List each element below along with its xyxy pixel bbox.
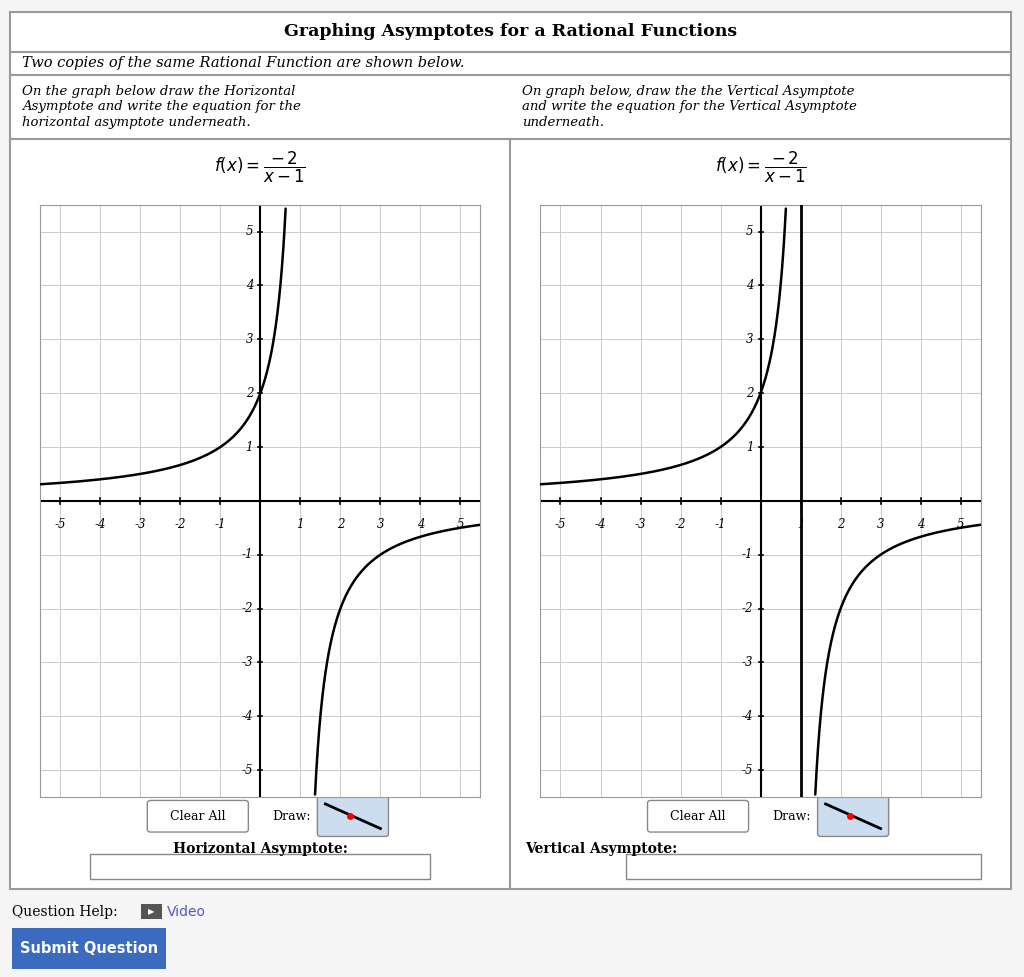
Bar (90, 854, 430, 878)
Text: -1: -1 (741, 548, 754, 561)
Text: 2: 2 (337, 518, 344, 531)
Text: 5: 5 (457, 518, 464, 531)
Text: -4: -4 (741, 709, 754, 723)
FancyBboxPatch shape (147, 800, 249, 832)
Text: 4: 4 (417, 518, 424, 531)
FancyBboxPatch shape (817, 796, 889, 836)
Text: -4: -4 (242, 709, 253, 723)
Text: On the graph below draw the Horizontal: On the graph below draw the Horizontal (23, 85, 296, 98)
Text: 2: 2 (745, 387, 754, 400)
Text: Clear All: Clear All (170, 810, 225, 823)
Text: -3: -3 (741, 656, 754, 669)
FancyBboxPatch shape (647, 800, 749, 832)
Text: -4: -4 (595, 518, 606, 531)
Text: -1: -1 (215, 518, 226, 531)
Text: 2: 2 (246, 387, 253, 400)
Text: -1: -1 (715, 518, 726, 531)
Text: -1: -1 (242, 548, 253, 561)
Text: 1: 1 (297, 518, 304, 531)
Text: ▶: ▶ (148, 907, 155, 916)
Text: 3: 3 (246, 333, 253, 346)
Text: 5: 5 (956, 518, 965, 531)
Text: Submit Question: Submit Question (20, 941, 158, 956)
Text: horizontal asymptote underneath.: horizontal asymptote underneath. (23, 116, 251, 129)
Text: 3: 3 (377, 518, 384, 531)
Text: -3: -3 (635, 518, 646, 531)
Text: 3: 3 (877, 518, 885, 531)
Text: Question Help:: Question Help: (12, 905, 118, 918)
Text: Asymptote and write the equation for the: Asymptote and write the equation for the (23, 101, 301, 113)
Text: 5: 5 (246, 225, 253, 238)
Text: On graph below, draw the the Vertical Asymptote: On graph below, draw the the Vertical As… (522, 85, 855, 98)
Text: underneath.: underneath. (522, 116, 604, 129)
Text: -5: -5 (54, 518, 66, 531)
Text: -5: -5 (555, 518, 566, 531)
Text: Graphing Asymptotes for a Rational Functions: Graphing Asymptotes for a Rational Funct… (284, 23, 737, 40)
Text: 4: 4 (745, 279, 754, 292)
Text: 1: 1 (745, 441, 754, 453)
Text: 1: 1 (246, 441, 253, 453)
Text: -2: -2 (242, 602, 253, 615)
FancyBboxPatch shape (317, 796, 388, 836)
Text: -3: -3 (134, 518, 146, 531)
Text: and write the equation for the Vertical Asymptote: and write the equation for the Vertical … (522, 101, 857, 113)
Text: -5: -5 (242, 764, 253, 777)
Text: -5: -5 (741, 764, 754, 777)
Text: 4: 4 (246, 279, 253, 292)
Text: $\mathit{f}(\mathit{x}) = \dfrac{-\,2}{\mathit{x}-1}$: $\mathit{f}(\mathit{x}) = \dfrac{-\,2}{\… (214, 150, 306, 186)
Text: -2: -2 (174, 518, 186, 531)
Text: 5: 5 (745, 225, 754, 238)
Text: 1: 1 (797, 518, 804, 531)
Bar (626, 854, 981, 878)
Text: $\mathit{f}(\mathit{x}) = \dfrac{-\,2}{\mathit{x}-1}$: $\mathit{f}(\mathit{x}) = \dfrac{-\,2}{\… (715, 150, 807, 186)
Text: 2: 2 (837, 518, 845, 531)
Text: Two copies of the same Rational Function are shown below.: Two copies of the same Rational Function… (23, 57, 465, 70)
Text: Draw:: Draw: (772, 810, 811, 823)
Text: Video: Video (167, 905, 206, 918)
Text: Clear All: Clear All (671, 810, 726, 823)
Text: Horizontal Asymptote:: Horizontal Asymptote: (173, 842, 348, 856)
Text: -4: -4 (94, 518, 106, 531)
Text: Draw:: Draw: (272, 810, 311, 823)
Text: Vertical Asymptote:: Vertical Asymptote: (525, 842, 678, 856)
Text: -2: -2 (675, 518, 686, 531)
Text: 3: 3 (745, 333, 754, 346)
Text: -2: -2 (741, 602, 754, 615)
Text: -3: -3 (242, 656, 253, 669)
Text: 4: 4 (916, 518, 925, 531)
